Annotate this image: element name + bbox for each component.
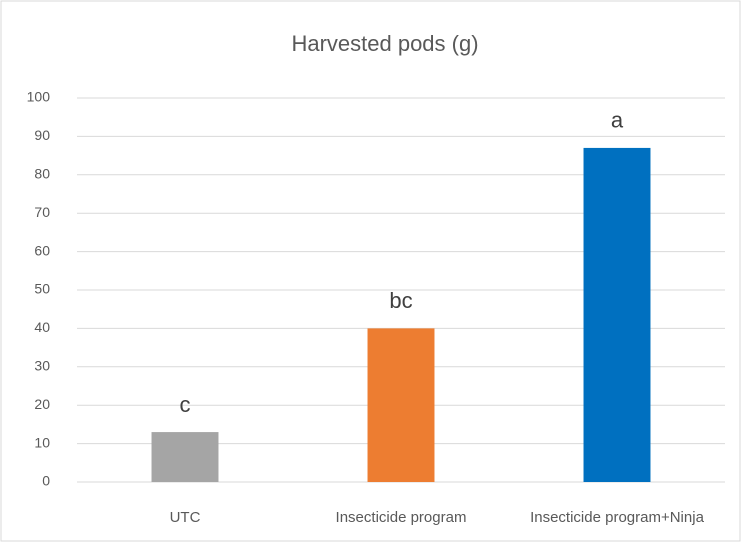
- chart-title: Harvested pods (g): [291, 31, 478, 56]
- x-tick-label: Insecticide program+Ninja: [530, 509, 704, 526]
- y-tick-label: 0: [42, 473, 50, 489]
- x-tick-label: Insecticide program: [336, 509, 467, 526]
- y-tick-label: 70: [34, 204, 50, 220]
- annotation: bc: [389, 288, 412, 313]
- annotation: c: [180, 392, 191, 417]
- y-tick-label: 30: [34, 358, 50, 374]
- annotation: a: [611, 108, 624, 133]
- y-tick-label: 80: [34, 166, 50, 182]
- bar: [367, 328, 435, 482]
- bar: [151, 432, 219, 482]
- y-tick-label: 50: [34, 281, 50, 297]
- y-tick-label: 10: [34, 434, 50, 450]
- x-tick-label: UTC: [170, 509, 201, 526]
- y-tick-label: 90: [34, 127, 50, 143]
- y-tick-label: 20: [34, 396, 50, 412]
- y-tick-label: 40: [34, 319, 50, 335]
- y-tick-label: 60: [34, 242, 50, 258]
- bar: [583, 147, 651, 483]
- y-tick-label: 100: [27, 89, 51, 105]
